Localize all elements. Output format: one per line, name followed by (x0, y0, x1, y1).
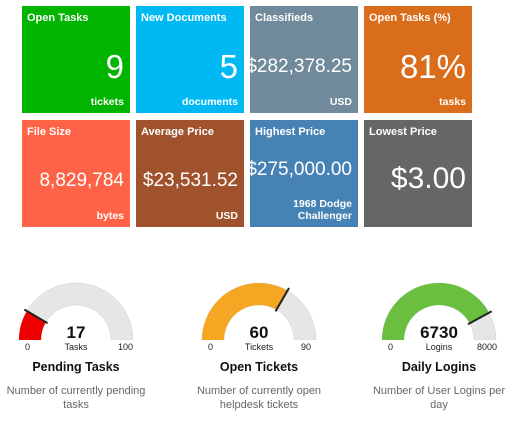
tile-title: Highest Price (255, 126, 326, 138)
gauge-daily-logins: 6730 Logins 0 8000 Daily Logins Number o… (369, 270, 509, 420)
gauge-max: 100 (118, 342, 134, 352)
tile-title: Open Tasks (27, 12, 89, 24)
tile-highest-price[interactable]: Highest Price $275,000.00 1968 Dodge Cha… (246, 120, 358, 227)
tile-value: $3.00 (390, 162, 466, 195)
gauge-unit: Tasks (64, 342, 88, 352)
gauge-max: 8000 (477, 342, 498, 352)
gauge-pending-tasks: 17 Tasks 0 100 Pending Tasks Number of c… (6, 270, 146, 420)
tile-unit: USD (215, 209, 238, 222)
gauge-unit: Tickets (244, 342, 274, 352)
gauge-title: Open Tickets (219, 360, 299, 374)
gauge-min: 0 (388, 342, 394, 352)
tile-file-size[interactable]: File Size 8,829,784 bytes (22, 120, 130, 227)
gauge-unit: Logins (425, 342, 453, 352)
tile-lowest-price[interactable]: Lowest Price $3.00 (364, 120, 472, 227)
tile-value: $23,531.52 (142, 170, 238, 191)
tile-open-tasks-percent[interactable]: Open Tasks (%) 81% tasks (364, 6, 472, 113)
gauge-min: 0 (208, 342, 214, 352)
gauge-description: Number of currently open helpdesk ticket… (196, 385, 322, 412)
tile-average-price[interactable]: Average Price $23,531.52 USD (136, 120, 244, 227)
gauge-min: 0 (25, 342, 31, 352)
gauge-needle (274, 287, 290, 312)
gauge-fill (382, 283, 490, 340)
tile-unit: USD (329, 95, 352, 108)
tile-value: 9 (105, 48, 124, 85)
tile-value: $275,000.00 (246, 159, 352, 180)
tile-classifieds[interactable]: Classifieds $282,378.25 USD (246, 6, 358, 113)
tile-title: Open Tasks (%) (369, 12, 451, 24)
gauge-track (18, 282, 134, 340)
gauge-dial (201, 282, 317, 340)
tile-value: 8,829,784 (39, 170, 124, 191)
tile-value: 5 (219, 48, 238, 85)
gauge-needle (467, 310, 493, 326)
tile-title: Classifieds (255, 12, 314, 24)
tile-unit: bytes (96, 209, 124, 222)
gauge-value: 17 (66, 323, 86, 342)
tile-open-tasks[interactable]: Open Tasks 9 tickets (22, 6, 130, 113)
gauge-value: 60 (249, 323, 269, 342)
tile-value: $282,378.25 (246, 56, 352, 77)
tile-value: 81% (399, 48, 466, 85)
tile-unit: documents (181, 95, 238, 108)
tile-title: File Size (27, 126, 72, 138)
tile-unit: 1968 Dodge Challenger (293, 197, 352, 222)
gauge-max: 90 (301, 342, 312, 352)
gauge-value: 6730 (420, 323, 458, 342)
gauge-description: Number of currently pending tasks (6, 385, 146, 412)
gauge-title: Daily Logins (401, 360, 477, 374)
gauge-fill (202, 283, 288, 340)
tile-unit: tasks (439, 95, 466, 108)
gauge-title: Pending Tasks (32, 360, 120, 374)
tile-title: Lowest Price (369, 126, 437, 138)
gauge-description: Number of User Logins per day (372, 385, 506, 412)
gauge-dial (381, 282, 497, 340)
tile-unit: tickets (90, 95, 124, 108)
tile-new-documents[interactable]: New Documents 5 documents (136, 6, 244, 113)
tile-title: Average Price (141, 126, 214, 138)
gauge-needle (23, 308, 49, 325)
gauge-open-tickets: 60 Tickets 0 90 Open Tickets Number of c… (189, 270, 329, 420)
tile-title: New Documents (141, 12, 227, 24)
gauge-dial (18, 282, 134, 340)
